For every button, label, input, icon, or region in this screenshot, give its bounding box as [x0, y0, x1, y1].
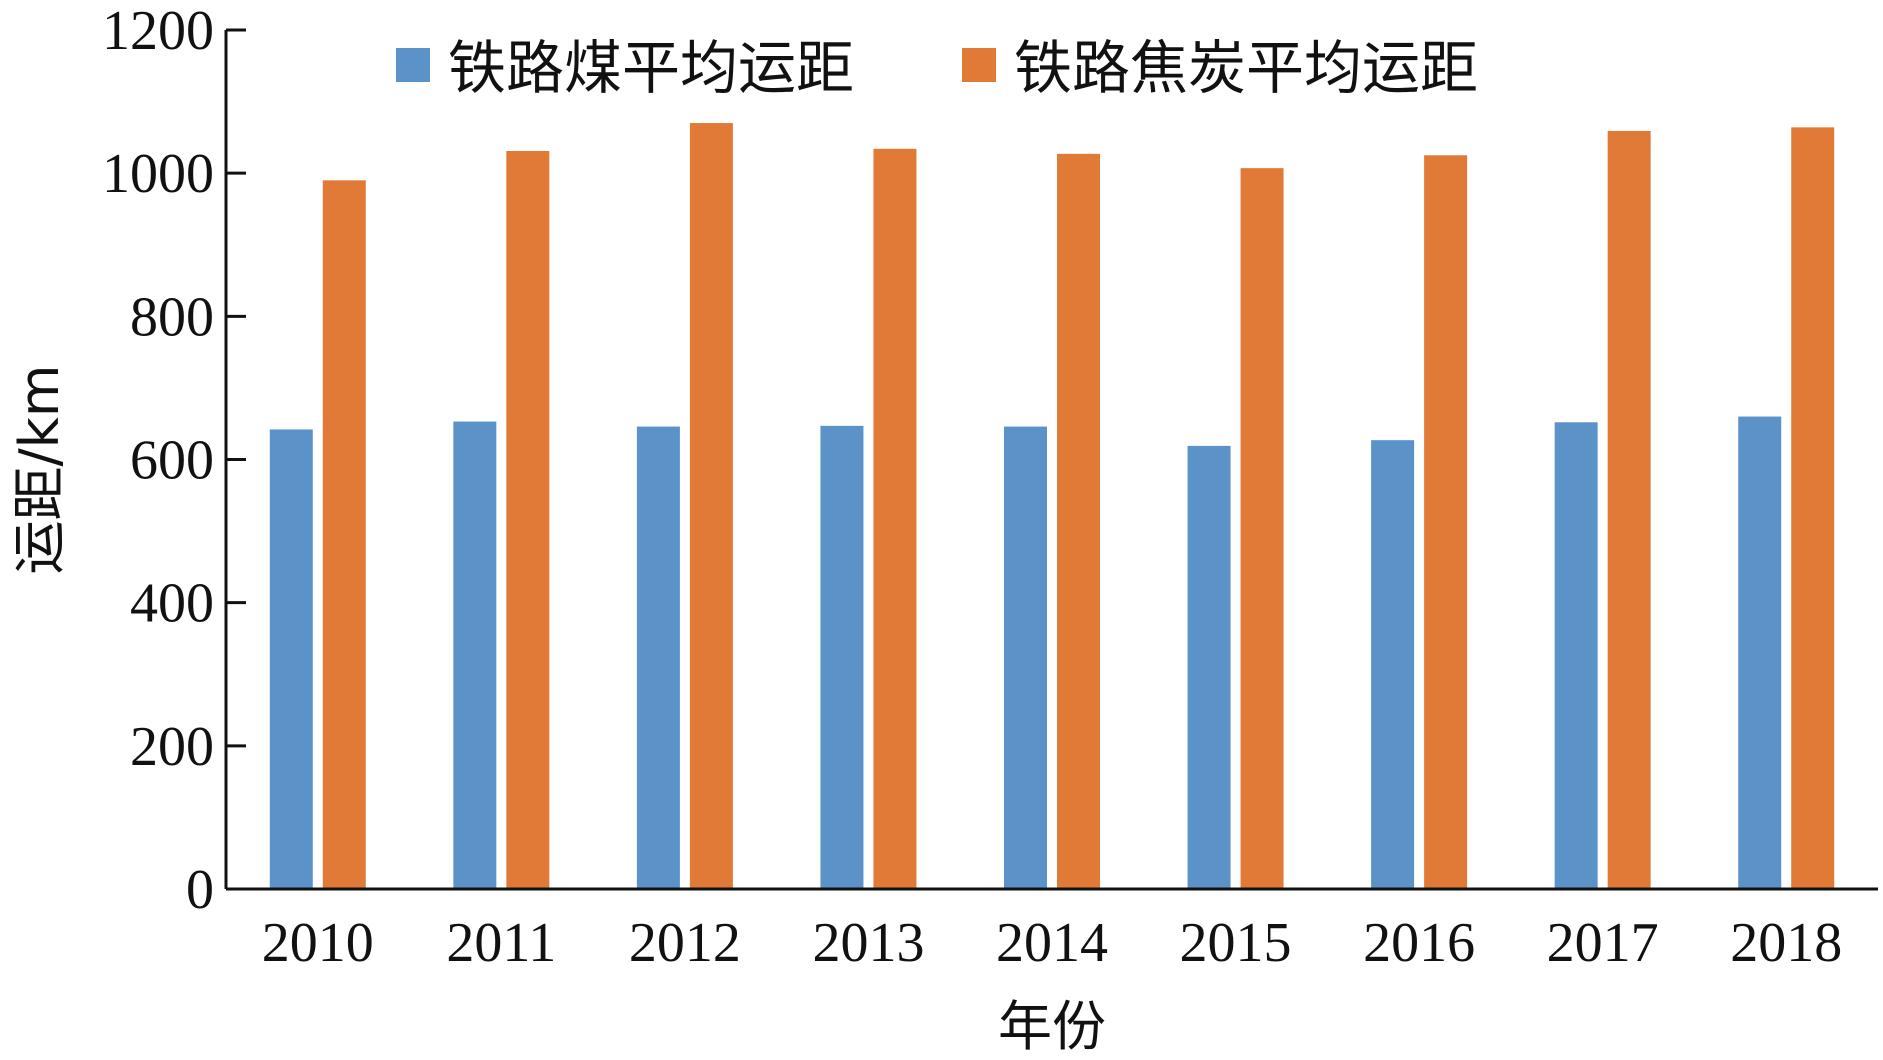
- x-tick-label: 2015: [1180, 912, 1292, 974]
- legend-swatch-coal: [396, 48, 430, 82]
- y-axis-title: 运距/km: [8, 364, 71, 574]
- y-tick-label: 1000: [102, 143, 214, 205]
- x-axis-title: 年份: [998, 995, 1106, 1058]
- bar-coke-2016: [1424, 155, 1468, 890]
- bar-coal-2015: [1187, 445, 1231, 889]
- y-tick-label: 0: [186, 859, 214, 921]
- x-tick-label: 2012: [629, 912, 741, 974]
- x-tick-label: 2014: [996, 912, 1108, 974]
- y-tick-label: 800: [130, 286, 214, 348]
- bar-coke-2015: [1240, 168, 1284, 890]
- x-tick-label: 2013: [812, 912, 924, 974]
- bar-coke-2017: [1607, 130, 1651, 889]
- legend: 铁路煤平均运距 铁路焦炭平均运距: [396, 34, 1478, 102]
- bar-coke-2013: [873, 148, 917, 889]
- legend-label-coke: 铁路焦炭平均运距: [1014, 34, 1478, 102]
- x-tick-label: 2010: [262, 912, 374, 974]
- bar-coke-2012: [689, 123, 733, 889]
- x-tick-label: 2016: [1363, 912, 1475, 974]
- x-tick-label: 2017: [1547, 912, 1659, 974]
- y-tick-label: 200: [130, 716, 214, 778]
- bar-coal-2017: [1554, 422, 1598, 889]
- bar-coal-2012: [636, 426, 680, 889]
- x-axis-tick-labels: 2010 2011 2012 2013 2014 2015 2016 2017 2018: [262, 912, 1842, 974]
- bar-coke-2011: [506, 150, 550, 889]
- bar-coke-2010: [322, 180, 366, 889]
- bar-coal-2013: [820, 425, 864, 889]
- x-tick-label: 2011: [446, 912, 556, 974]
- bar-coal-2010: [269, 429, 313, 889]
- bar-coal-2011: [453, 421, 497, 889]
- y-tick-label: 1200: [102, 0, 214, 62]
- x-tick-label: 2018: [1730, 912, 1842, 974]
- bar-coal-2018: [1738, 416, 1782, 889]
- legend-swatch-coke: [962, 48, 996, 82]
- legend-label-coal: 铁路煤平均运距: [448, 34, 854, 102]
- y-tick-label: 400: [130, 573, 214, 635]
- bar-coal-2016: [1371, 440, 1415, 889]
- bars: [269, 123, 1835, 890]
- bar-coke-2014: [1057, 153, 1100, 889]
- y-tick-label: 600: [130, 430, 214, 492]
- bar-coke-2018: [1791, 127, 1835, 889]
- bar-coal-2014: [1004, 426, 1047, 889]
- y-axis-ticks: 0 200 400 600 800 1000 1200: [102, 0, 246, 921]
